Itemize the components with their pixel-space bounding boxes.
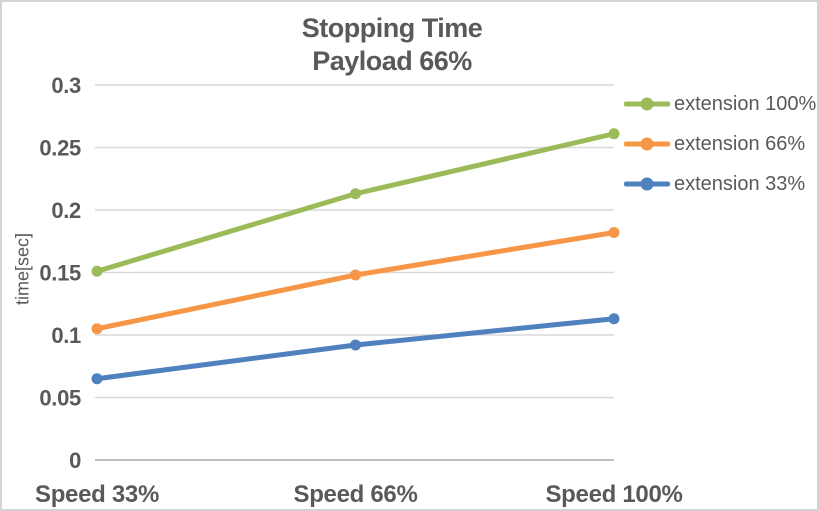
data-point [91, 373, 103, 385]
y-tick-label: 0.3 [51, 73, 81, 98]
data-point [608, 227, 620, 238]
data-point [91, 265, 103, 277]
chart-title-line2: Payload 66% [312, 46, 472, 76]
legend-label: extension 66% [674, 132, 806, 155]
chart-title: Stopping Time Payload 66% [2, 12, 782, 78]
legend-marker-icon [624, 171, 670, 197]
y-tick-label: 0.15 [39, 261, 81, 286]
y-tick-label: 0.25 [39, 136, 81, 161]
data-point [608, 128, 620, 140]
data-point [350, 269, 361, 281]
y-tick-label: 0.05 [39, 386, 81, 411]
data-point [350, 339, 361, 351]
legend-marker-icon [624, 91, 670, 117]
series-line-extension-100- [94, 131, 617, 274]
legend-label: extension 100% [674, 92, 817, 115]
y-tick-label: 0.1 [51, 323, 81, 348]
legend-dot [640, 137, 654, 151]
data-point [608, 313, 620, 325]
x-tick-label: Speed 33% [35, 481, 159, 508]
x-tick-label: Speed 66% [293, 481, 417, 508]
legend-item-extension-100-: extension 100% [624, 91, 816, 117]
y-tick-label: 0.2 [51, 198, 81, 223]
legend-dot [640, 177, 654, 191]
legend-label: extension 33% [674, 172, 806, 195]
legend-dot [640, 97, 654, 111]
x-tick-label: Speed 100% [545, 481, 682, 508]
chart-title-line1: Stopping Time [301, 13, 483, 43]
data-point [350, 188, 361, 200]
legend: extension 100% extension 66% extension 33% [624, 91, 816, 197]
data-point [91, 323, 103, 335]
legend-marker-icon [624, 131, 670, 157]
legend-item-extension-66-: extension 66% [624, 131, 816, 157]
y-tick-label: 0 [69, 448, 81, 473]
legend-item-extension-33-: extension 33% [624, 171, 816, 197]
